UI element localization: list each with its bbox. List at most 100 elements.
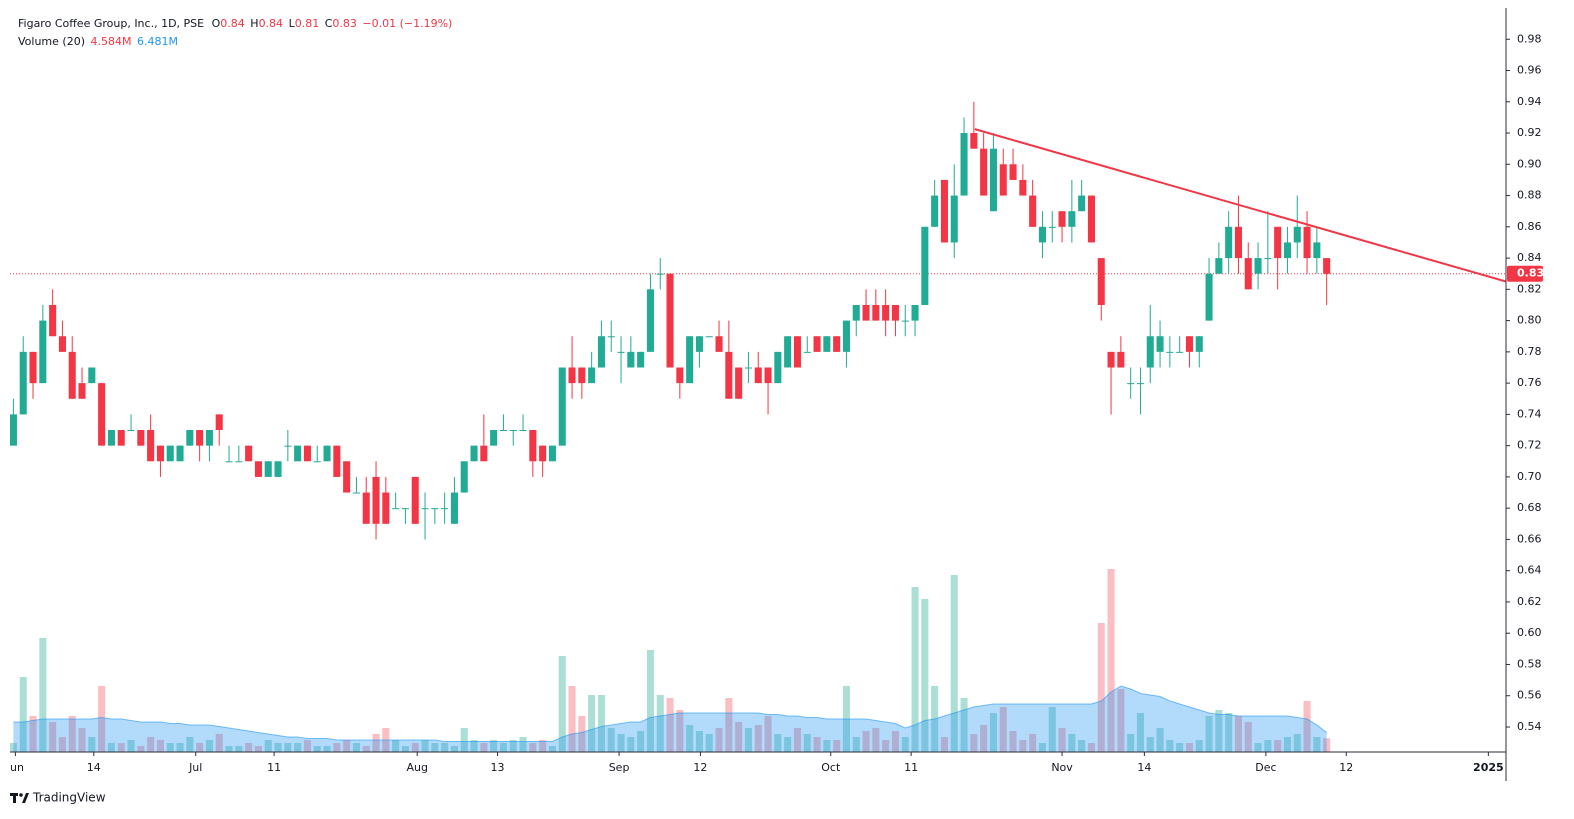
candle-body bbox=[842, 320, 850, 352]
volume-bar bbox=[1225, 713, 1233, 752]
candle-body bbox=[205, 430, 213, 446]
volume-bar bbox=[470, 740, 478, 752]
volume-bar bbox=[1038, 743, 1046, 752]
y-tick-label: 0.92 bbox=[1517, 126, 1542, 139]
candle-body bbox=[117, 430, 125, 446]
candle-body bbox=[1234, 226, 1242, 259]
y-tick-label: 0.62 bbox=[1517, 595, 1542, 608]
candle-body bbox=[1058, 211, 1066, 227]
change: −0.01 (−1.19%) bbox=[362, 17, 452, 30]
x-tick-label: Jul bbox=[188, 761, 202, 774]
candle-body bbox=[343, 461, 351, 493]
volume-bar bbox=[1195, 740, 1203, 752]
volume-bar bbox=[539, 740, 547, 752]
volume-bar bbox=[637, 731, 645, 752]
volume-name: Volume (20) bbox=[18, 35, 85, 48]
candle-body bbox=[127, 430, 135, 432]
volume-bar bbox=[499, 743, 507, 752]
volume-bar bbox=[186, 737, 194, 752]
candle-body bbox=[392, 508, 400, 510]
volume-bar bbox=[725, 698, 733, 752]
volume-bar bbox=[1068, 734, 1076, 752]
volume-bar bbox=[588, 695, 596, 752]
volume-bar bbox=[1019, 740, 1027, 752]
candle-body bbox=[284, 445, 292, 447]
x-tick-label: Dec bbox=[1255, 761, 1276, 774]
volume-bar bbox=[1293, 734, 1301, 752]
volume-bar bbox=[450, 746, 458, 752]
volume-bar bbox=[686, 725, 694, 752]
volume-bar bbox=[666, 698, 674, 752]
volume-bar bbox=[205, 740, 213, 752]
volume-bar bbox=[940, 737, 948, 752]
candle-body bbox=[411, 476, 419, 524]
volume-bar bbox=[441, 743, 449, 752]
volume-bar bbox=[39, 638, 47, 752]
volume-bar bbox=[10, 743, 17, 752]
volume-bar bbox=[676, 710, 684, 752]
candle-body bbox=[264, 461, 272, 477]
candle-body bbox=[588, 367, 596, 384]
volume-bar bbox=[431, 743, 439, 752]
candle-body bbox=[1274, 226, 1282, 259]
volume-bar bbox=[1156, 728, 1164, 752]
candle-body bbox=[862, 304, 870, 321]
y-tick-label: 0.86 bbox=[1517, 220, 1542, 233]
x-tick-label: 13 bbox=[491, 761, 505, 774]
candle-body bbox=[911, 304, 919, 321]
ohlc-label: C bbox=[325, 17, 333, 30]
candle-body bbox=[137, 430, 145, 446]
ohlc-label: H bbox=[250, 17, 258, 30]
y-tick-label: 0.54 bbox=[1517, 720, 1542, 733]
volume-bar bbox=[166, 743, 174, 752]
candle-body bbox=[1156, 336, 1164, 352]
ohlc-value: 0.84 bbox=[220, 17, 245, 30]
volume-bar bbox=[960, 698, 968, 752]
candle-body bbox=[186, 430, 194, 446]
candle-body bbox=[401, 508, 409, 510]
volume-bar bbox=[1097, 623, 1105, 752]
candle-body bbox=[274, 461, 282, 477]
candle-body bbox=[852, 304, 860, 321]
volume-ma-value: 6.481M bbox=[137, 35, 178, 48]
volume-bar bbox=[617, 734, 625, 752]
candle-body bbox=[196, 430, 204, 446]
volume-bar bbox=[58, 737, 66, 752]
candle-body bbox=[940, 179, 948, 243]
candle-body bbox=[1205, 273, 1213, 321]
candle-body bbox=[235, 461, 243, 463]
volume-bar bbox=[107, 743, 115, 752]
candle-body bbox=[98, 383, 106, 446]
volume-ma-line bbox=[13, 685, 1328, 742]
ohlc-label: L bbox=[289, 17, 296, 30]
candle-body bbox=[695, 336, 703, 352]
volume-bar bbox=[1048, 707, 1056, 752]
candle-body bbox=[215, 414, 223, 431]
volume-bar bbox=[78, 728, 86, 752]
y-tick-label: 0.64 bbox=[1517, 564, 1542, 577]
candle-body bbox=[519, 430, 527, 432]
candle-body bbox=[1009, 164, 1017, 180]
candle-body bbox=[176, 445, 184, 462]
volume-bar bbox=[548, 746, 556, 752]
volume-bar bbox=[333, 743, 341, 752]
volume-bar bbox=[921, 599, 929, 752]
candle-body bbox=[166, 445, 174, 462]
y-tick-label: 0.96 bbox=[1517, 64, 1542, 77]
y-tick-label: 0.80 bbox=[1517, 314, 1542, 327]
candle-body bbox=[823, 336, 831, 352]
y-tick-label: 0.56 bbox=[1517, 689, 1542, 702]
x-tick-label: Aug bbox=[406, 761, 427, 774]
volume-bar bbox=[901, 737, 909, 752]
y-tick-label: 0.78 bbox=[1517, 345, 1542, 358]
candle-body bbox=[1323, 258, 1331, 274]
candle-body bbox=[441, 508, 449, 510]
candle-body bbox=[333, 445, 341, 477]
candle-body bbox=[1303, 226, 1311, 259]
volume-bar bbox=[862, 731, 870, 752]
x-tick-label: 12 bbox=[1339, 761, 1353, 774]
candle-body bbox=[1078, 195, 1086, 212]
candle-body bbox=[107, 430, 115, 446]
volume-bar bbox=[695, 731, 703, 752]
